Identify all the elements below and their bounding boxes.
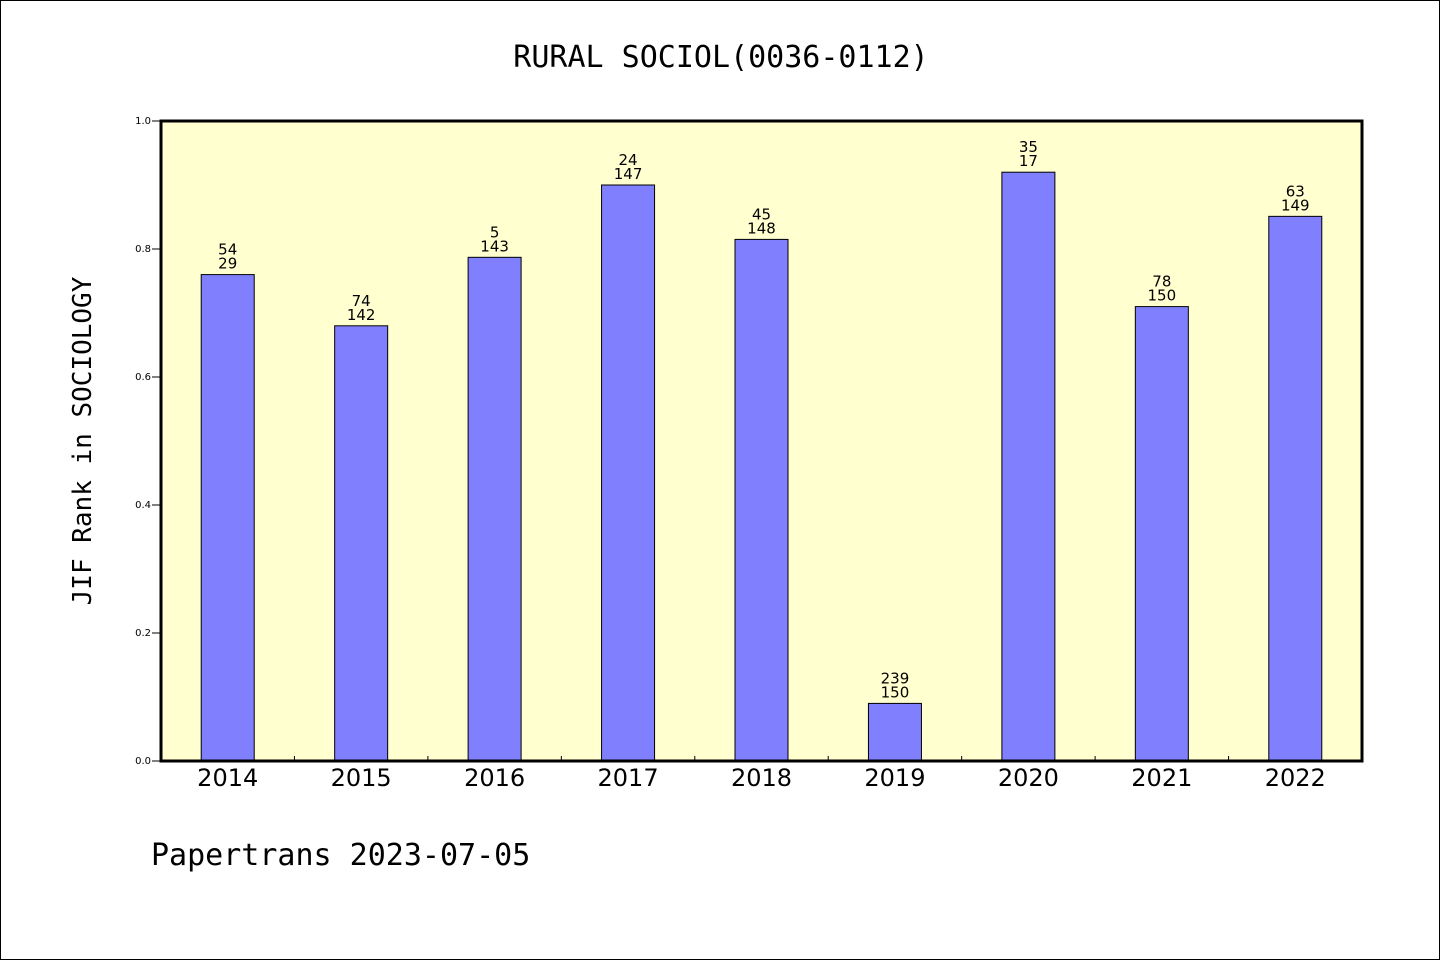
bar-labels-layer: 5429741425143241474514823915035177815063… <box>218 138 1309 701</box>
x-tick-label-2020: 2020 <box>998 764 1059 792</box>
bar-label-top-2022: 63 <box>1286 182 1305 200</box>
bar-label-bottom-2014: 29 <box>218 255 237 273</box>
bar-label-top-2016: 5 <box>490 223 500 241</box>
bar-label-top-2021: 78 <box>1152 273 1171 291</box>
bar-label-bottom-2016: 143 <box>480 237 509 255</box>
bar-label-bottom-2015: 142 <box>347 306 376 324</box>
bar-2022 <box>1268 215 1323 762</box>
footer-credit: Papertrans 2023-07-05 <box>151 838 530 873</box>
bar-label-top-2018: 45 <box>752 205 771 223</box>
bar-label-bottom-2021: 150 <box>1148 287 1177 305</box>
x-tick-label-2016: 2016 <box>464 764 525 792</box>
bar-label-top-2014: 54 <box>218 241 237 259</box>
x-tick-label-2014: 2014 <box>197 764 258 792</box>
bar-label-top-2015: 74 <box>352 292 371 310</box>
bar-label-bottom-2020: 17 <box>1019 152 1038 170</box>
y-tick-label-0.8: 0.8 <box>135 244 151 255</box>
y-axis-label: JIF Rank in SOCIOLOGY <box>68 276 98 605</box>
bar-label-bottom-2018: 148 <box>747 219 776 237</box>
bars-layer <box>200 171 1323 762</box>
y-tick-label-1.0: 1.0 <box>135 116 151 127</box>
y-axis-ticks: 0.0 0.2 0.4 0.6 0.8 1.0 <box>135 116 161 767</box>
bar-label-top-2017: 24 <box>619 151 638 169</box>
y-tick-label-0.4: 0.4 <box>135 500 151 511</box>
x-tick-label-2021: 2021 <box>1131 764 1192 792</box>
x-tick-label-2015: 2015 <box>331 764 392 792</box>
bar-2020 <box>1001 171 1056 762</box>
x-tick-label-2018: 2018 <box>731 764 792 792</box>
bar-label-top-2020: 35 <box>1019 138 1038 156</box>
bar-label-bottom-2022: 149 <box>1281 196 1310 214</box>
bar-2021 <box>1134 306 1189 762</box>
bar-label-bottom-2017: 147 <box>614 165 643 183</box>
bar-2018 <box>734 238 789 762</box>
y-tick-label-0.6: 0.6 <box>135 372 151 383</box>
bar-2017 <box>601 184 656 762</box>
plot-border <box>159 119 1364 763</box>
y-tick-label-0.2: 0.2 <box>135 628 151 639</box>
bar-2019 <box>867 702 922 762</box>
bar-label-top-2019: 239 <box>881 669 910 687</box>
bar-2014 <box>200 274 255 762</box>
y-tick-label-0.0: 0.0 <box>135 756 151 767</box>
bar-2016 <box>467 256 522 762</box>
bar-2015 <box>334 325 389 762</box>
bar-label-bottom-2019: 150 <box>881 683 910 701</box>
chart-title: RURAL SOCIOL(0036-0112) <box>513 40 928 75</box>
x-tick-label-2019: 2019 <box>864 764 925 792</box>
x-axis-ticks: 2014 2015 2016 2017 2018 2019 2020 2021 2022 <box>197 756 1326 792</box>
x-tick-label-2017: 2017 <box>598 764 659 792</box>
x-tick-label-2022: 2022 <box>1265 764 1326 792</box>
